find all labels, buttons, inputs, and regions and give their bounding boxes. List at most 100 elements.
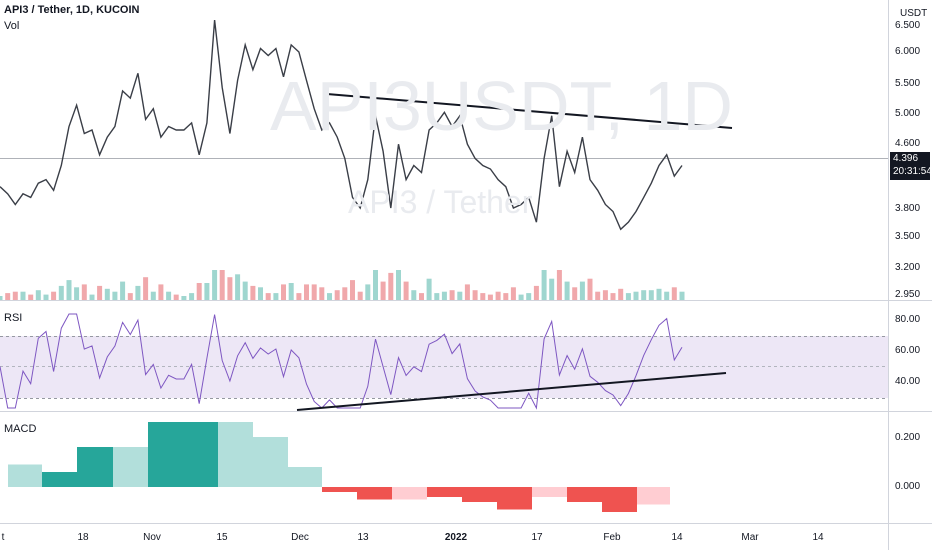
volume-bar: [81, 284, 87, 300]
macd-bar: [183, 422, 218, 487]
volume-bar: [587, 278, 593, 300]
volume-bar: [304, 284, 309, 300]
volume-bar: [219, 270, 225, 300]
volume-bar: [656, 288, 662, 300]
volume-bar: [411, 290, 417, 300]
time-label: 2022: [444, 532, 468, 543]
macd-bar: [113, 447, 148, 487]
volume-bar: [457, 291, 463, 300]
volume-bar: [58, 285, 64, 300]
volume-bar: [173, 294, 179, 300]
macd-bar: [253, 437, 288, 487]
currency-label: USDT: [900, 8, 928, 19]
volume-bar: [281, 284, 286, 300]
volume-bar: [572, 287, 578, 300]
volume-bar: [150, 291, 156, 300]
volume-bar: [671, 287, 677, 300]
volume-bar: [625, 293, 631, 300]
macd-label[interactable]: MACD: [4, 423, 37, 435]
volume-bar: [135, 285, 141, 300]
macd-histogram: [8, 422, 670, 512]
volume-bar: [51, 291, 57, 300]
volume-bar: [311, 284, 317, 300]
macd-tick: 0.200: [895, 432, 921, 443]
volume-bar: [503, 293, 509, 300]
volume-bar: [380, 281, 386, 300]
time-label: Feb: [603, 532, 621, 543]
macd-bar: [602, 487, 637, 512]
time-label: Nov: [143, 532, 161, 543]
macd-bar: [77, 447, 113, 487]
volume-bar: [0, 296, 3, 300]
volume-bar: [365, 284, 371, 300]
volume-bar: [242, 281, 248, 300]
volume-bar: [120, 281, 126, 300]
price-tick: 5.000: [895, 108, 921, 119]
volume-bar: [327, 293, 332, 300]
volume-bar: [143, 277, 149, 300]
volume-bar: [350, 280, 355, 300]
symbol-title[interactable]: API3 / Tether, 1D, KUCOIN: [4, 4, 140, 16]
rsi-support-trendline: [296, 372, 727, 411]
volume-bar: [258, 287, 263, 300]
time-label: Mar: [741, 532, 759, 543]
volume-bar: [579, 281, 585, 300]
volume-bar: [12, 291, 18, 300]
volume-bar: [526, 293, 532, 300]
volume-bar: [664, 291, 670, 300]
volume-bar: [564, 281, 570, 300]
price-tick: 4.600: [895, 138, 921, 149]
price-tick: 6.000: [895, 46, 921, 57]
time-label: 15: [216, 532, 228, 543]
macd-bar: [218, 422, 253, 487]
volume-bar: [97, 285, 103, 300]
volume-label[interactable]: Vol: [4, 20, 20, 32]
volume-bar: [104, 288, 110, 300]
price-tick: 3.800: [895, 203, 921, 214]
volume-bar: [250, 285, 256, 300]
volume-bar: [235, 274, 241, 300]
volume-bar: [648, 290, 654, 300]
time-label: t: [1, 532, 5, 543]
volume-bar: [166, 291, 172, 300]
volume-bar: [610, 293, 616, 300]
volume-bar: [602, 290, 608, 300]
rsi-series-line: [0, 313, 683, 410]
time-label: 13: [357, 532, 369, 543]
price-series-line: [0, 20, 683, 231]
macd-bar: [322, 487, 357, 492]
volume-bar: [66, 280, 72, 300]
volume-bar: [449, 290, 455, 300]
volume-bar: [5, 293, 11, 300]
volume-bar: [396, 270, 401, 300]
macd-bar: [392, 487, 427, 500]
volume-bar: [419, 293, 424, 300]
volume-bar: [641, 290, 647, 300]
volume-bar: [28, 294, 34, 300]
rsi-tick: 80.00: [895, 314, 921, 325]
volume-bar: [196, 283, 202, 300]
rsi-tick: 40.00: [895, 376, 921, 387]
volume-bars: [0, 270, 685, 300]
volume-bar: [595, 291, 601, 300]
volume-bar: [74, 287, 80, 300]
volume-bar: [472, 290, 478, 300]
time-label: 17: [531, 532, 543, 543]
last-price-value: 4.396: [893, 153, 919, 164]
price-tick: 6.500: [895, 20, 921, 31]
time-label: 18: [77, 532, 89, 543]
volume-bar: [487, 294, 493, 300]
volume-bar: [357, 291, 363, 300]
time-label: 14: [812, 532, 824, 543]
macd-bar: [8, 464, 42, 487]
price-tick: 3.500: [895, 231, 921, 242]
volume-bar: [480, 293, 486, 300]
rsi-label[interactable]: RSI: [4, 312, 23, 324]
volume-bar: [273, 293, 279, 300]
volume-bar: [158, 284, 164, 300]
volume-bar: [181, 296, 187, 300]
macd-bar: [148, 422, 183, 487]
volume-bar: [319, 287, 325, 300]
volume-bar: [426, 278, 432, 300]
